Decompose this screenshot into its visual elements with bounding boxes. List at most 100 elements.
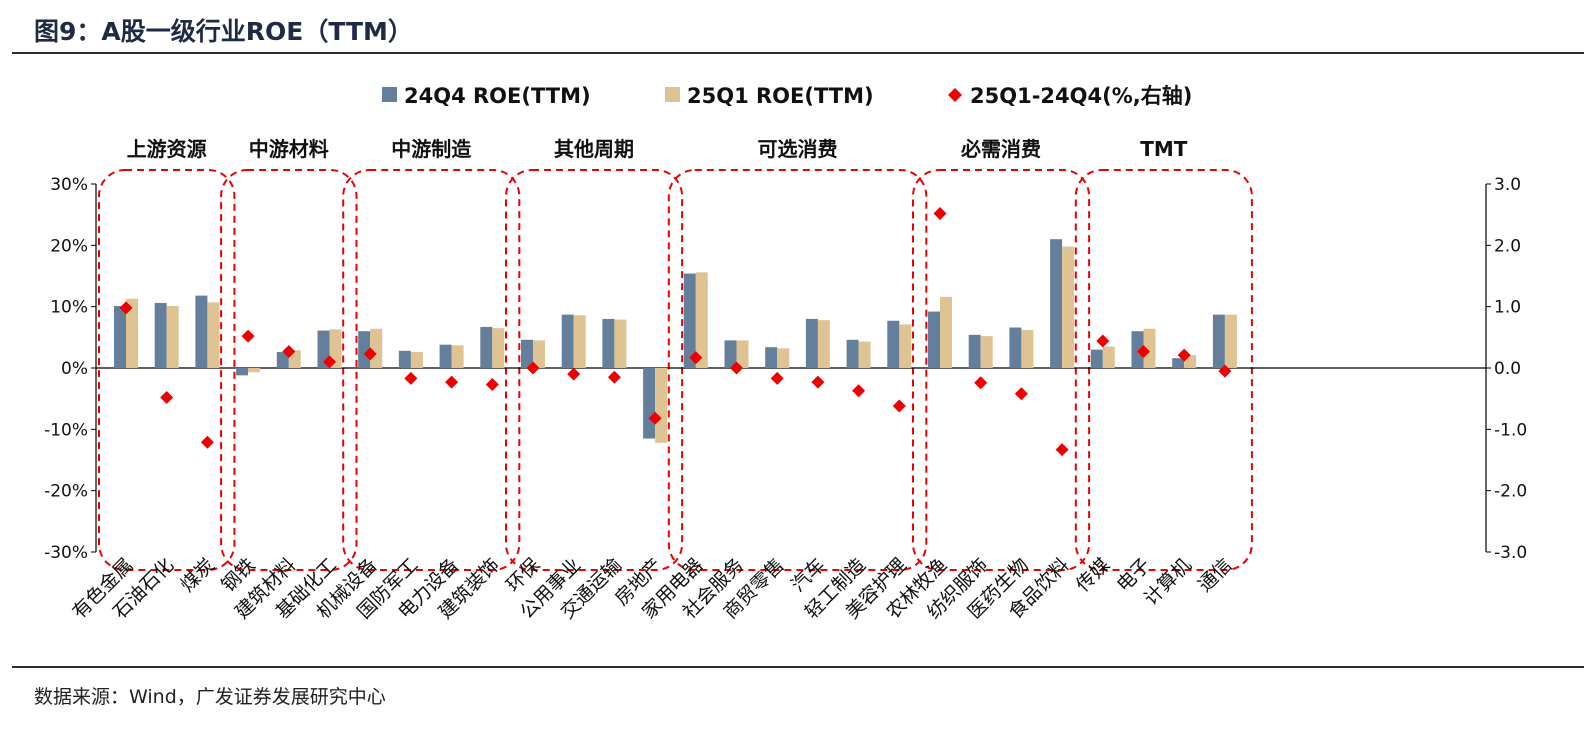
legend-swatch-change xyxy=(948,88,962,102)
left-tick-label: -20% xyxy=(44,482,88,502)
right-tick-label: -1.0 xyxy=(1494,420,1527,440)
group-box-1 xyxy=(220,169,358,571)
bar-25q1 xyxy=(533,340,545,368)
bar-24q4 xyxy=(561,314,574,368)
group-box-6 xyxy=(1074,169,1253,571)
diamond-change xyxy=(892,399,906,413)
bar-24q4 xyxy=(724,340,737,368)
diamond-change xyxy=(730,361,743,375)
diamond-change xyxy=(1014,387,1028,401)
category-labels: 有色金属石油石化煤炭钢铁建筑材料基础化工机械设备国防军工电力设备建筑装饰环保公用… xyxy=(68,554,1236,623)
bar-25q1 xyxy=(410,352,423,368)
diamond-change xyxy=(567,367,581,381)
diamond-change xyxy=(974,376,988,390)
diamond-change xyxy=(241,329,255,343)
group-label: 上游资源 xyxy=(127,137,207,161)
bar-25q1 xyxy=(1062,246,1075,368)
bar-24q4 xyxy=(887,320,900,368)
category-label: 传媒 xyxy=(1072,554,1114,596)
bar-24q4 xyxy=(358,331,371,368)
bar-25q1 xyxy=(1224,314,1237,368)
group-label: 中游制造 xyxy=(391,137,472,161)
bar-25q1 xyxy=(329,329,342,368)
diamond-change xyxy=(648,411,662,425)
group-box-4 xyxy=(667,169,928,571)
diamond-change xyxy=(323,355,336,369)
bar-25q1 xyxy=(817,320,830,368)
group-box-5 xyxy=(912,169,1091,571)
bar-24q4 xyxy=(765,347,778,368)
diamond-change xyxy=(282,344,296,358)
legend: 24Q4 ROE(TTM) 25Q1 ROE(TTM) 25Q1-24Q4(%,右轴… xyxy=(382,84,1192,108)
bar-24q4 xyxy=(643,368,656,439)
right-tick-label: 1.0 xyxy=(1494,298,1521,318)
bar-24q4 xyxy=(1090,349,1103,368)
bottom-rule xyxy=(12,666,1584,668)
bar-25q1 xyxy=(573,315,586,368)
diamonds xyxy=(119,206,1232,457)
bar-24q4 xyxy=(1131,331,1144,368)
bar-24q4 xyxy=(805,318,818,368)
left-tick-label: 20% xyxy=(50,236,88,256)
category-label: 煤炭 xyxy=(176,554,218,596)
diamond-change xyxy=(485,378,499,392)
category-label: 通信 xyxy=(1194,554,1236,596)
bar-24q4 xyxy=(602,318,615,368)
bar-25q1 xyxy=(126,298,138,368)
bar-24q4 xyxy=(236,368,249,376)
bar-24q4 xyxy=(1212,314,1225,368)
left-tick-label: 10% xyxy=(50,298,88,318)
bar-24q4 xyxy=(1050,239,1063,368)
bar-25q1 xyxy=(655,368,668,443)
right-tick-label: 2.0 xyxy=(1494,236,1521,256)
group-label: 必需消费 xyxy=(960,137,1041,161)
bar-25q1 xyxy=(207,302,220,368)
diamond-change xyxy=(933,206,947,220)
diamond-change xyxy=(160,390,174,404)
bar-24q4 xyxy=(846,339,859,368)
bar-24q4 xyxy=(1009,327,1022,368)
group-label: TMT xyxy=(1140,137,1188,161)
bar-25q1 xyxy=(614,319,627,368)
source-note: 数据来源：Wind，广发证券发展研究中心 xyxy=(34,686,386,708)
diamond-change xyxy=(1137,344,1150,358)
bar-24q4 xyxy=(1172,358,1185,368)
bar-24q4 xyxy=(398,350,411,368)
left-tick-label: -30% xyxy=(44,543,88,563)
bar-24q4 xyxy=(521,339,533,368)
bar-25q1 xyxy=(451,345,464,368)
diamond-change xyxy=(607,370,621,384)
diamond-change xyxy=(119,301,133,315)
left-tick-label: -10% xyxy=(44,420,88,440)
diamond-change xyxy=(445,375,459,389)
bar-24q4 xyxy=(968,334,981,368)
bar-24q4 xyxy=(276,352,289,368)
bar-25q1 xyxy=(1143,328,1156,368)
bar-24q4 xyxy=(439,344,452,368)
group-label: 可选消费 xyxy=(758,137,838,161)
axes: -30% -20% -10% 0% 10% 20% 30% -3.0 -2.0 -1.0 0.0 1.… xyxy=(44,175,1527,563)
bar-25q1 xyxy=(858,341,871,368)
bar-24q4 xyxy=(154,302,167,368)
diamond-change xyxy=(1096,334,1110,348)
bar-24q4 xyxy=(114,306,126,368)
diamond-change xyxy=(363,347,377,361)
diamond-change xyxy=(1055,443,1069,457)
diamond-change xyxy=(852,384,866,398)
legend-swatch-24q4 xyxy=(382,87,397,102)
right-tick-label: -3.0 xyxy=(1494,543,1527,563)
diamond-change xyxy=(1218,364,1232,378)
group-label: 其他周期 xyxy=(554,137,634,161)
right-tick-label: 0.0 xyxy=(1494,359,1521,379)
bar-25q1 xyxy=(1102,346,1115,368)
group-label: 中游材料 xyxy=(249,137,329,161)
diamond-change xyxy=(200,435,214,449)
bar-24q4 xyxy=(683,273,696,368)
bar-25q1 xyxy=(370,328,383,368)
category-label: 计算机 xyxy=(1140,554,1196,610)
bar-25q1 xyxy=(492,328,505,368)
legend-label-change: 25Q1-24Q4(%,右轴) xyxy=(970,84,1192,108)
left-tick-label: 30% xyxy=(50,175,88,195)
bar-24q4 xyxy=(480,326,493,368)
group-box-3 xyxy=(505,169,684,571)
